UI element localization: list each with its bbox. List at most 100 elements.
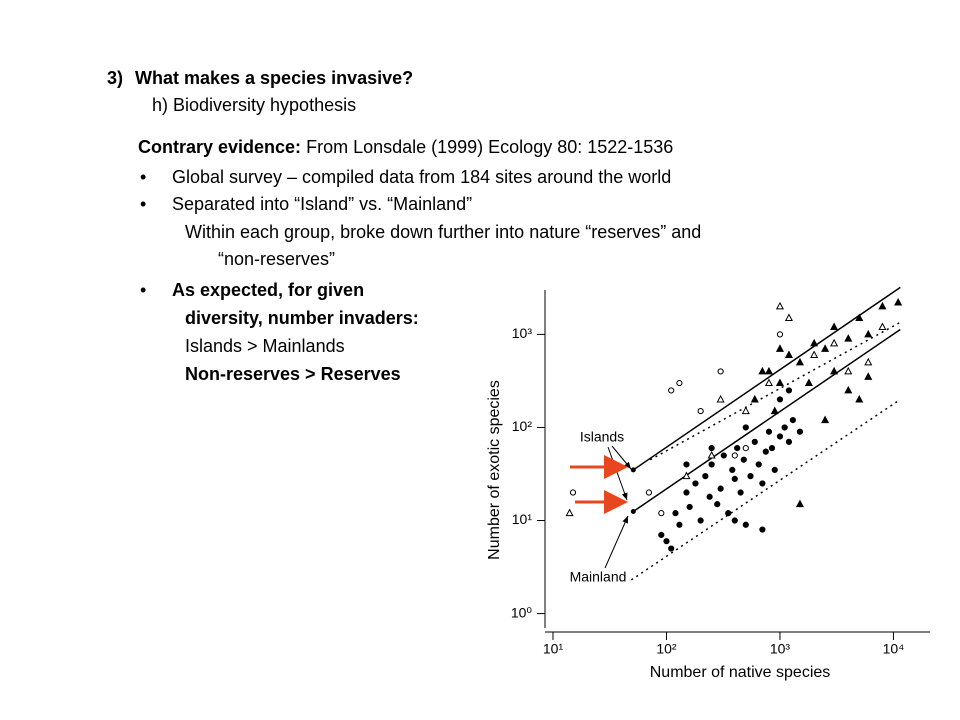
point bbox=[751, 438, 758, 445]
point bbox=[810, 350, 819, 359]
arrow bbox=[607, 446, 628, 501]
y-tick-label: 10⁰ bbox=[511, 604, 533, 620]
point bbox=[775, 301, 784, 310]
point bbox=[742, 521, 749, 528]
point bbox=[747, 473, 754, 480]
point bbox=[864, 329, 873, 338]
point bbox=[795, 357, 804, 366]
point bbox=[697, 407, 704, 415]
point bbox=[855, 394, 864, 403]
x-tick-label: 10² bbox=[656, 641, 677, 657]
point bbox=[668, 545, 675, 552]
point bbox=[770, 406, 779, 415]
point bbox=[717, 368, 724, 375]
point bbox=[707, 450, 716, 459]
point bbox=[742, 445, 749, 452]
point bbox=[672, 510, 679, 517]
bullet: Separated into “Island” vs. “Mainland” bbox=[172, 194, 473, 214]
point bbox=[768, 445, 776, 452]
point bbox=[741, 406, 750, 415]
point bbox=[830, 366, 839, 375]
point bbox=[740, 456, 747, 463]
annotation: Mainland bbox=[570, 569, 627, 585]
bullet-dot: • bbox=[140, 280, 147, 300]
bullet: Global survey – compiled data from 184 s… bbox=[172, 167, 672, 187]
point bbox=[683, 461, 690, 468]
point bbox=[676, 379, 683, 387]
point bbox=[844, 366, 853, 375]
point bbox=[784, 313, 793, 322]
point bbox=[734, 445, 741, 452]
point bbox=[658, 510, 665, 517]
point bbox=[844, 334, 853, 342]
point bbox=[821, 415, 830, 424]
point bbox=[775, 378, 784, 387]
sub-bullet: Within each group, broke down further in… bbox=[185, 222, 702, 242]
point bbox=[776, 396, 784, 403]
subtitle: h) Biodiversity hypothesis bbox=[152, 95, 357, 115]
point bbox=[645, 489, 653, 496]
point bbox=[731, 475, 738, 483]
point bbox=[762, 448, 769, 455]
point bbox=[776, 331, 784, 338]
sub-bullet: “non-reserves” bbox=[218, 249, 336, 269]
fit-line bbox=[632, 286, 901, 471]
x-axis-label: Number of native species bbox=[650, 664, 831, 681]
point bbox=[729, 466, 736, 473]
point bbox=[830, 322, 839, 331]
x-tick-label: 10⁴ bbox=[883, 641, 905, 657]
bullet-dot: • bbox=[140, 194, 147, 214]
point bbox=[771, 466, 778, 473]
point bbox=[742, 424, 749, 431]
fit-line bbox=[630, 398, 901, 581]
point bbox=[830, 338, 839, 347]
sub-bullet: Non-reserves > Reserves bbox=[185, 364, 401, 384]
point bbox=[676, 521, 683, 528]
point bbox=[565, 508, 574, 517]
point bbox=[697, 517, 704, 524]
point bbox=[776, 433, 784, 440]
point bbox=[864, 372, 873, 380]
point bbox=[702, 473, 709, 480]
point bbox=[717, 485, 724, 492]
y-tick-label: 10² bbox=[512, 418, 533, 434]
point bbox=[658, 531, 665, 539]
point bbox=[686, 503, 693, 511]
sub-bullet: Islands > Mainlands bbox=[185, 336, 345, 356]
point bbox=[765, 428, 773, 435]
title-number: 3) bbox=[107, 68, 124, 88]
y-tick-label: 10³ bbox=[512, 325, 533, 341]
point bbox=[759, 526, 766, 533]
annotation: Islands bbox=[580, 429, 624, 445]
point bbox=[706, 493, 713, 500]
x-tick-label: 10¹ bbox=[543, 641, 564, 657]
line-end bbox=[630, 509, 636, 515]
arrow bbox=[604, 515, 629, 569]
point bbox=[764, 378, 773, 387]
evidence-label: Contrary evidence: bbox=[138, 137, 302, 157]
title: What makes a species invasive? bbox=[135, 68, 414, 88]
point bbox=[569, 489, 577, 496]
point bbox=[708, 461, 715, 468]
point bbox=[731, 517, 738, 524]
point bbox=[855, 313, 864, 322]
fit-line bbox=[632, 328, 901, 513]
point bbox=[764, 366, 773, 375]
point bbox=[750, 394, 759, 403]
point bbox=[821, 344, 830, 352]
point bbox=[708, 445, 715, 452]
bullet: As expected, for given bbox=[172, 280, 365, 300]
fit-line bbox=[649, 321, 901, 461]
point bbox=[894, 297, 903, 306]
point bbox=[663, 538, 670, 545]
point bbox=[759, 480, 766, 487]
bullet-dot: • bbox=[140, 167, 147, 187]
point bbox=[784, 350, 793, 359]
point bbox=[810, 338, 819, 347]
point bbox=[758, 366, 767, 375]
point bbox=[737, 489, 744, 496]
x-tick-label: 10³ bbox=[770, 641, 791, 657]
point bbox=[731, 452, 738, 459]
